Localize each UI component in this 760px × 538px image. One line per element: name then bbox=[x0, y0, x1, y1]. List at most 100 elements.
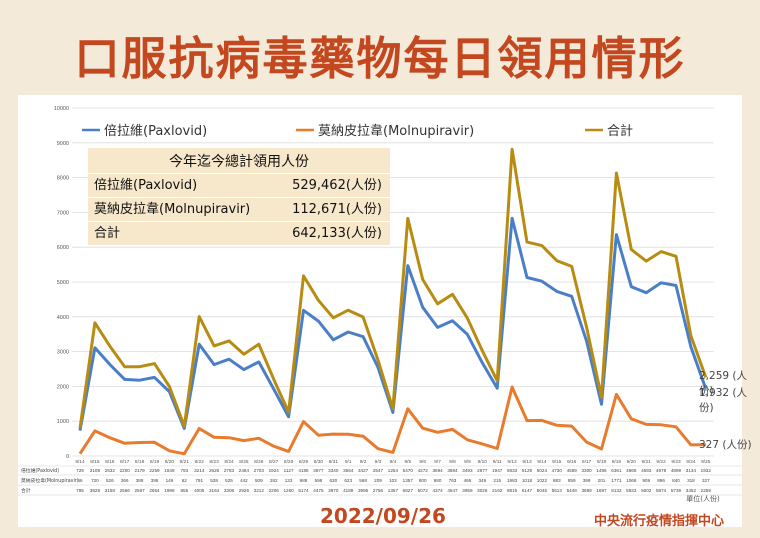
table-cell: 3308 bbox=[224, 488, 235, 493]
table-cell: 399 bbox=[583, 478, 591, 483]
table-cell: 909 bbox=[642, 478, 650, 483]
summary-header: 今年迄今總計領用人份 bbox=[169, 154, 309, 170]
summary-value: 642,133(人份) bbox=[292, 226, 382, 241]
table-cell: 3970 bbox=[328, 488, 339, 493]
table-cell: 466 bbox=[464, 478, 472, 483]
table-cell: 1254 bbox=[388, 468, 399, 473]
summary-name: 合計 bbox=[94, 226, 121, 241]
table-cell: 318 bbox=[687, 478, 695, 483]
table-cell: 2632 bbox=[105, 468, 116, 473]
org-name: 中央流行疫情指揮中心 bbox=[594, 514, 725, 529]
table-cell: 3026 bbox=[477, 488, 488, 493]
table-cell: 680 bbox=[434, 478, 442, 483]
x-tick-label: 8/30 bbox=[314, 459, 324, 465]
table-cell: 5129 bbox=[522, 468, 533, 473]
summary-name: 倍拉維(Paxlovid) bbox=[94, 178, 198, 193]
table-cell: 4589 bbox=[567, 468, 578, 473]
table-cell: 4475 bbox=[313, 488, 324, 493]
table-cell: 62 bbox=[182, 478, 188, 483]
series-line bbox=[78, 147, 708, 429]
table-cell: 3300 bbox=[581, 468, 592, 473]
table-row-label: 倍拉維(Paxlovid) bbox=[21, 467, 59, 474]
table-cell: 8132 bbox=[611, 488, 622, 493]
table-cell: 349 bbox=[478, 478, 486, 483]
x-tick-label: 9/9 bbox=[464, 459, 471, 465]
table-cell: 8816 bbox=[507, 488, 518, 493]
x-tick-label: 8/31 bbox=[329, 459, 339, 465]
table-cell: 1771 bbox=[611, 478, 622, 483]
table-cell: 855 bbox=[180, 488, 188, 493]
end-label-paxlovid: 1,932 (人份) bbox=[699, 387, 747, 414]
x-tick-label: 9/12 bbox=[507, 459, 517, 465]
table-cell: 3340 bbox=[328, 468, 339, 473]
table-cell: 4730 bbox=[552, 468, 563, 473]
x-tick-label: 9/8 bbox=[449, 459, 456, 465]
x-tick-label: 9/20 bbox=[627, 459, 637, 465]
x-tick-label: 9/13 bbox=[522, 459, 532, 465]
x-tick-label: 9/24 bbox=[686, 459, 696, 465]
series-line bbox=[78, 385, 706, 456]
x-tick-label: 8/16 bbox=[105, 459, 115, 465]
y-tick-label: 1000 bbox=[57, 419, 69, 425]
table-cell: 5448 bbox=[567, 488, 578, 493]
table-cell: 2926 bbox=[239, 488, 250, 493]
y-tick-label: 3000 bbox=[57, 350, 69, 356]
x-tick-label: 8/15 bbox=[90, 459, 100, 465]
y-tick-label: 7000 bbox=[57, 210, 69, 216]
y-tick-label: 8000 bbox=[57, 176, 69, 182]
x-tick-label: 8/23 bbox=[209, 459, 219, 465]
table-cell: 3212 bbox=[254, 488, 265, 493]
table-cell: 6046 bbox=[537, 488, 548, 493]
x-tick-label: 9/6 bbox=[419, 459, 426, 465]
x-tick-label: 9/14 bbox=[537, 459, 547, 465]
y-tick-label: 5000 bbox=[57, 280, 69, 286]
table-cell: 4272 bbox=[418, 468, 429, 473]
table-cell: 6833 bbox=[507, 468, 518, 473]
x-tick-label: 8/20 bbox=[165, 459, 175, 465]
x-tick-label: 9/21 bbox=[642, 459, 652, 465]
table-cell: 2547 bbox=[373, 468, 384, 473]
table-cell: 4693 bbox=[641, 468, 652, 473]
table-cell: 4647 bbox=[447, 488, 458, 493]
x-tick-label: 9/5 bbox=[404, 459, 411, 465]
x-tick-label: 9/25 bbox=[701, 459, 711, 465]
table-cell: 3134 bbox=[686, 468, 697, 473]
table-cell: 6827 bbox=[403, 488, 414, 493]
x-tick-label: 9/19 bbox=[612, 459, 622, 465]
table-cell: 5072 bbox=[418, 488, 429, 493]
table-row-label: 莫納皮拉韋(Molnupiravir) bbox=[21, 477, 79, 484]
table-cell: 1357 bbox=[388, 488, 399, 493]
table-cell: 3564 bbox=[343, 468, 354, 473]
table-cell: 3877 bbox=[313, 468, 324, 473]
x-tick-label: 9/3 bbox=[375, 459, 382, 465]
end-label-total: 2,259 (人份) bbox=[699, 370, 747, 397]
unit-note: 單位(人份) bbox=[686, 494, 720, 503]
table-cell: 1357 bbox=[403, 478, 414, 483]
table-cell: 282 bbox=[270, 478, 278, 483]
x-tick-label: 9/23 bbox=[671, 459, 681, 465]
summary-row-molnupiravir: 莫納皮拉韋(Molnupiravir) 112,671(人份) bbox=[88, 197, 390, 221]
summary-value: 529,462(人份) bbox=[292, 178, 382, 193]
table-cell: 2484 bbox=[239, 468, 250, 473]
legend-label: 莫納皮拉韋(Molnupiravir) bbox=[318, 124, 474, 139]
table-cell: 149 bbox=[166, 478, 174, 483]
table-cell: 793 bbox=[180, 468, 188, 473]
table-cell: 1127 bbox=[284, 468, 294, 473]
x-tick-label: 8/22 bbox=[195, 459, 205, 465]
table-cell: 5933 bbox=[626, 488, 637, 493]
table-cell: 2567 bbox=[134, 488, 145, 493]
table-cell: 1983 bbox=[507, 478, 518, 483]
table-cell: 6147 bbox=[522, 488, 533, 493]
table-cell: 103 bbox=[389, 478, 397, 483]
table-cell: 5174 bbox=[298, 488, 309, 493]
table-cell: 3959 bbox=[462, 488, 473, 493]
summary-row-paxlovid: 倍拉維(Paxlovid) 529,462(人份) bbox=[88, 173, 390, 197]
table-cell: 1924 bbox=[269, 468, 280, 473]
table-cell: 3164 bbox=[209, 488, 220, 493]
x-tick-label: 8/21 bbox=[180, 459, 190, 465]
table-cell: 1022 bbox=[537, 478, 548, 483]
table-cell: 133 bbox=[285, 478, 293, 483]
series-line bbox=[78, 216, 708, 431]
table-cell: 366 bbox=[121, 478, 129, 483]
